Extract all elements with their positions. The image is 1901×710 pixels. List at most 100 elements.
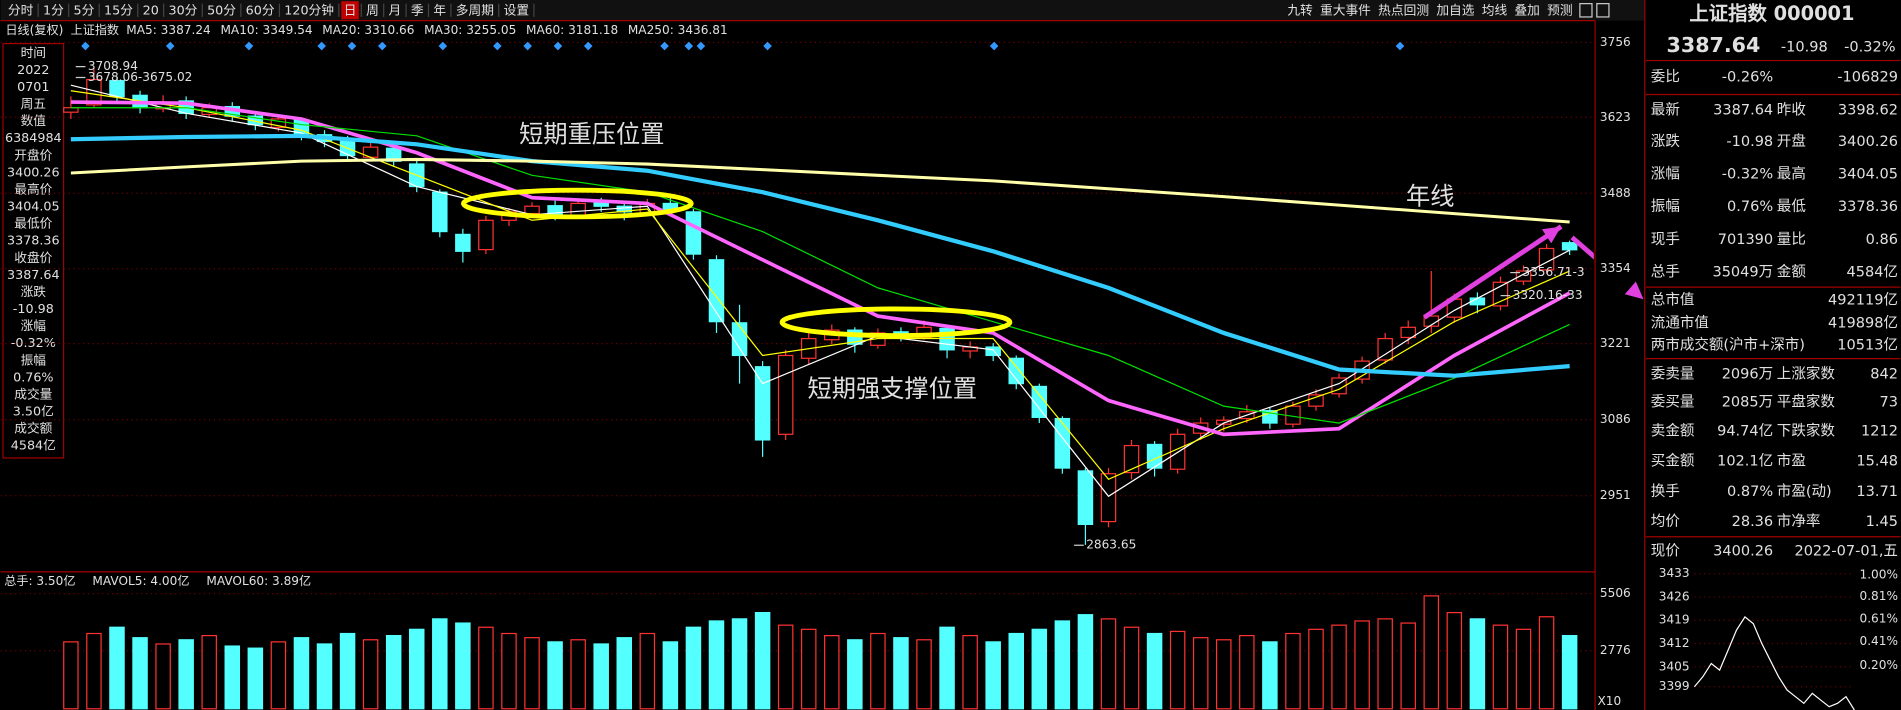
volume-bar xyxy=(777,624,794,710)
quote-label: 昨收 xyxy=(1777,101,1806,118)
arrow-head xyxy=(1541,226,1562,244)
info-item: 2022 xyxy=(17,62,49,77)
chart-header: 日线(复权) xyxy=(5,23,63,37)
volume-bar xyxy=(1538,616,1555,710)
toolbar-active xyxy=(341,1,359,20)
volume-bar xyxy=(316,643,333,710)
event-marker xyxy=(660,41,669,51)
intraday-tick-label: 3426 xyxy=(1659,589,1690,603)
info-item: 成交额 xyxy=(14,421,52,436)
volume-bar xyxy=(385,634,402,710)
volume-bar xyxy=(408,628,425,710)
info-item: 3387.64 xyxy=(7,267,60,282)
quote-label: 下跌家数 xyxy=(1777,422,1836,439)
intraday-tick-label: 3433 xyxy=(1659,566,1690,580)
candle-body xyxy=(1308,394,1324,407)
quote-label: 卖金额 xyxy=(1651,422,1695,439)
volume-bar xyxy=(132,637,148,710)
volume-bar xyxy=(754,611,771,710)
info-item: 收盘价 xyxy=(14,250,52,265)
volume-bar xyxy=(593,643,609,710)
quote-value: 3378.36 xyxy=(1838,199,1898,215)
annotation: 短期强支撑位置 xyxy=(808,375,978,403)
quote-label: 最新 xyxy=(1651,101,1680,118)
volume-bar xyxy=(270,641,287,710)
toolbar-item: 15分 xyxy=(104,2,133,17)
toolbar-item: 50分 xyxy=(207,2,236,17)
volume-bar xyxy=(201,634,217,710)
candle-body xyxy=(685,211,702,255)
legend-entry: MA250: 3436.81 xyxy=(628,23,728,37)
quote-label: 最高 xyxy=(1777,165,1806,182)
intraday-tick-label: 3412 xyxy=(1659,636,1690,650)
quote-value: -106829 xyxy=(1837,70,1898,86)
volume-bar xyxy=(155,643,171,710)
candle-body xyxy=(1216,419,1232,425)
candle-body xyxy=(1561,242,1578,251)
volume-bar xyxy=(1354,620,1370,710)
ma-line xyxy=(70,100,1571,437)
event-marker xyxy=(583,41,593,51)
info-item: 涨幅 xyxy=(21,318,47,333)
toolbar-item: 九转 xyxy=(1287,2,1313,17)
volume-bar xyxy=(1423,595,1440,710)
quote-label: 最低 xyxy=(1777,198,1807,215)
ma-line xyxy=(70,157,1570,224)
legend-entry: MA60: 3181.18 xyxy=(526,23,618,37)
volume-bar xyxy=(455,622,471,710)
highlight-ellipse xyxy=(779,306,1013,339)
quote-value: 3387.64 xyxy=(1713,102,1773,118)
volume-bar xyxy=(293,637,310,710)
quote-value: 0.86 xyxy=(1866,232,1898,248)
annotation: 年线 xyxy=(1406,182,1454,210)
volume-bar xyxy=(1400,622,1416,710)
arrow-head xyxy=(1624,281,1644,300)
info-item: 0701 xyxy=(17,79,49,94)
info-item: 周五 xyxy=(21,96,47,111)
arrow-shaft xyxy=(1422,224,1563,320)
info-item: 振幅 xyxy=(21,352,47,367)
quote-value: 492119亿 xyxy=(1828,291,1898,308)
candle-body xyxy=(524,205,540,215)
volume-bar xyxy=(616,637,633,710)
candle-body xyxy=(1123,444,1140,474)
quote-label: 涨幅 xyxy=(1651,165,1680,182)
info-item: 时间 xyxy=(21,45,46,60)
volume-bar xyxy=(824,634,840,710)
intraday-pct-label: 0.61% xyxy=(1860,612,1898,626)
volume-bar xyxy=(547,641,563,710)
volume-bar xyxy=(708,620,725,710)
toolbar-item: 重大事件 xyxy=(1320,2,1371,17)
intraday-tick-label: 3399 xyxy=(1659,679,1690,693)
quote-label: 均价 xyxy=(1651,513,1681,530)
candle-body xyxy=(1031,385,1048,419)
volume-bar xyxy=(1008,632,1024,710)
toolbar-icon[interactable] xyxy=(1596,3,1610,18)
candle-body xyxy=(455,233,471,252)
candle-body xyxy=(1515,270,1532,282)
toolbar-icon[interactable] xyxy=(1579,3,1593,18)
price-label: 3356.71-3 xyxy=(1522,265,1584,279)
volume-bar xyxy=(63,641,79,710)
candle-body xyxy=(1377,337,1393,361)
volume-bar xyxy=(1077,614,1094,710)
volume-bar xyxy=(1192,637,1209,710)
info-panel-box xyxy=(2,43,65,459)
volume-bar xyxy=(1308,628,1324,710)
quote-label: 总手 xyxy=(1651,264,1680,281)
ma-line xyxy=(70,133,1570,378)
event-marker xyxy=(989,41,999,51)
price-label: 3320.16-33 xyxy=(1513,288,1583,302)
volume-header: 总手: 3.50亿 xyxy=(4,573,75,588)
quote-value: 0.87% xyxy=(1727,484,1773,500)
info-item: 6384984 xyxy=(5,130,62,145)
quote-value: 94.74亿 xyxy=(1717,422,1773,439)
quote-label: 买金额 xyxy=(1651,453,1695,470)
volume-bar xyxy=(178,639,194,710)
quote-value: 15.48 xyxy=(1856,454,1898,470)
quote-label: 量比 xyxy=(1777,231,1806,248)
volume-bar xyxy=(1031,628,1048,710)
annotation: 短期重压位置 xyxy=(519,121,664,149)
